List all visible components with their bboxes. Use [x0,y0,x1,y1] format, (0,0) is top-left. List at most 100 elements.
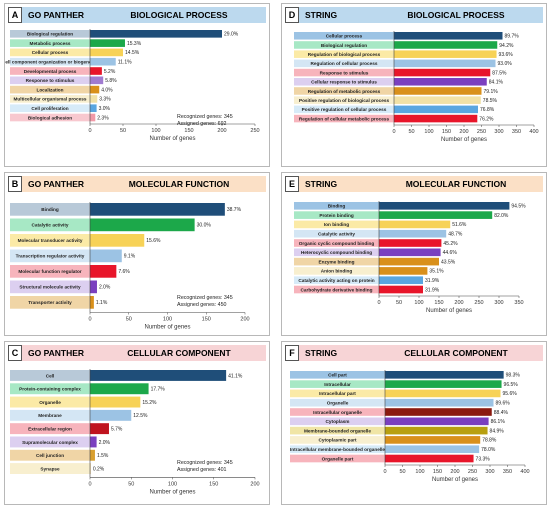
category-label-bg [290,398,385,407]
x-tick-label: 200 [450,469,459,475]
x-tick-label: 50 [120,128,126,134]
data-label: 51.6% [452,222,467,228]
panel-b-source: GO PANTHER [22,176,92,192]
category-label: Regulation of biological process [308,52,381,57]
category-label: Binding [41,207,59,212]
panel-c-source: GO PANTHER [22,345,92,361]
bar [379,285,423,294]
panel-d-title: BIOLOGICAL PROCESS [369,7,543,23]
data-label: 3.3% [99,97,111,103]
x-tick-label: 150 [433,469,442,475]
data-label: 14.5% [125,50,140,56]
panel-e-header: E STRING MOLECULAR FUNCTION [285,176,543,192]
data-label: 2.3% [97,115,109,121]
category-label: Cytoplasm [326,419,350,424]
data-label: 79.1% [484,89,499,95]
category-label-bg [294,220,379,229]
category-label-bg [10,234,90,247]
x-tick-label: 150 [434,300,443,306]
category-label: Cell part [328,373,347,378]
bar [90,409,132,421]
data-label: 1.5% [97,453,109,459]
data-label: 3.0% [99,106,111,112]
data-label: 35.1% [429,269,444,275]
category-label-bg [294,285,379,294]
bar [385,417,489,426]
category-label-bg [294,257,379,266]
bar [394,32,503,40]
x-tick-label: 400 [520,469,529,475]
category-label-bg [294,202,379,210]
bar [385,454,474,463]
category-label-bg [290,380,385,388]
x-tick-label: 350 [514,300,523,306]
bar [379,239,442,247]
x-tick-label: 150 [184,128,193,134]
category-label-bg [294,276,379,285]
category-label: Anion binding [321,269,353,274]
category-label: Protein-containing complex [19,387,81,392]
category-label-bg [294,41,394,49]
bar [394,96,481,104]
panel-a-header: A GO PANTHER BIOLOGICAL PROCESS [8,7,266,23]
data-label: 41.1% [228,373,243,379]
data-label: 78.0% [481,447,496,453]
assigned-genes-note: Assigned genes: 401 [177,467,227,473]
data-label: 98.3% [506,373,521,379]
category-label-bg [10,423,90,435]
category-label-bg [294,50,394,58]
data-label: 78.5% [483,98,498,104]
panel-c-chart: Cell 41.1% Protein-containing complex 17.7%… [10,369,260,495]
category-label: Organelle part [322,456,354,461]
data-label: 15.2% [142,400,157,406]
category-label: Regulation of cellular metabolic process [299,116,390,121]
x-tick-label: 0 [392,129,395,135]
data-label: 89.7% [505,34,520,40]
bar [90,95,98,103]
panel-d-source: STRING [299,7,369,23]
category-label: Cell proliferation [31,106,68,111]
category-label: Intracellular [324,382,351,387]
bar [90,48,123,57]
category-label-bg [290,454,385,463]
category-label: Organic cyclic compound binding [299,241,375,246]
category-label: Membrane-bounded organelle [304,428,371,433]
bar [379,276,423,285]
data-label: 48.7% [448,232,463,238]
panel-d-header: D STRING BIOLOGICAL PROCESS [285,7,543,23]
category-label: Synapse [40,466,60,471]
category-label-bg [294,229,379,238]
category-label: Response to stimulus [26,78,75,83]
category-label-bg [10,370,90,381]
category-label-bg [10,39,90,47]
data-label: 94.5% [511,204,526,210]
data-label: 5.2% [104,69,116,75]
panel-e-chart: Binding 94.5% Protein binding 82.0% Ion bind… [294,201,526,314]
category-label: Extracellular region [28,426,72,431]
category-label: Intracellular organelle [313,410,362,415]
bar [379,202,510,210]
category-label-bg [294,267,379,275]
x-axis-title: Number of genes [432,477,478,483]
bar [90,383,149,395]
data-label: 78.8% [482,438,497,444]
data-label: 96.5% [504,382,519,388]
bar [385,408,492,416]
bar [90,280,97,294]
x-tick-label: 300 [485,469,494,475]
data-label: 82.0% [494,213,509,219]
data-label: 2.0% [99,285,111,291]
x-tick-label: 0 [88,317,91,323]
data-label: 45.2% [443,241,458,247]
data-label: 76.8% [480,107,495,113]
bar [394,41,498,49]
category-label-bg [290,436,385,444]
panel-e-letter: E [285,176,299,192]
bar [90,104,97,113]
category-label-bg [294,96,394,104]
data-label: 30.0% [197,223,212,229]
x-tick-label: 150 [209,481,218,487]
bar [90,463,91,475]
x-tick-label: 100 [163,317,172,323]
bar [90,39,125,47]
